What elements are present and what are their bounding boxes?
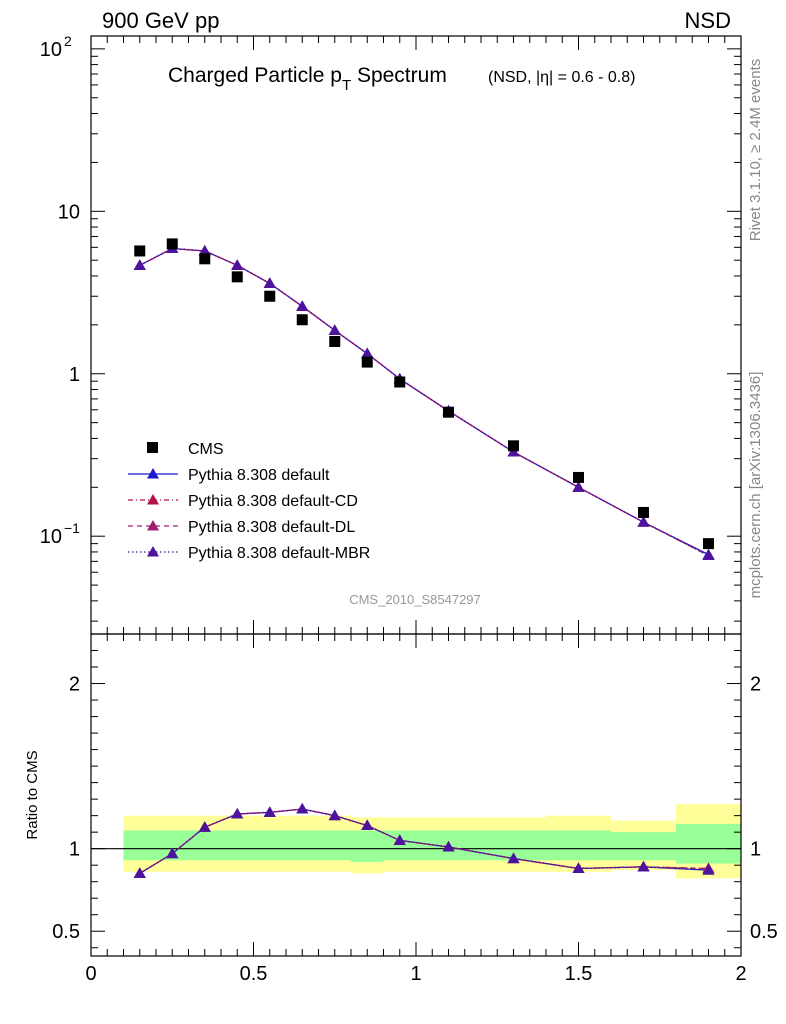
x-tick-label: 0.5	[240, 963, 268, 985]
main-title-text: Charged Particle p	[168, 64, 342, 87]
x-tick-label: 1.5	[565, 963, 593, 985]
legend: CMS Pythia 8.308 default Pythia 8.308 defa…	[128, 441, 370, 562]
ratio-band-inner	[318, 830, 351, 861]
series-point-4	[702, 549, 715, 561]
y-tick-label-exponent: −1	[64, 520, 80, 536]
data-point-cms	[199, 253, 211, 265]
series-point-4	[263, 277, 276, 288]
ratio-y-axis-label: Ratio to CMS	[24, 750, 41, 839]
main-title: Charged Particle pT Spectrum	[168, 64, 447, 94]
ratio-series-point-3	[702, 864, 715, 875]
legend-label-0: CMS	[188, 441, 224, 458]
legend-marker-2	[147, 494, 159, 505]
series-point-4	[198, 244, 211, 256]
main-title-subscript: T	[342, 77, 351, 94]
ratio-series-point-3	[296, 803, 309, 814]
analysis-watermark: CMS_2010_S8547297	[349, 592, 481, 607]
ratio-y-tick-label-left: 2	[69, 674, 80, 696]
side-label-rivet: Rivet 3.1.10, ≥ 2.4M events	[747, 59, 764, 242]
data-point-cms	[231, 271, 243, 283]
ratio-series-point-3	[328, 809, 341, 821]
legend-marker-1	[147, 468, 159, 479]
series-point-4	[328, 324, 341, 335]
ratio-series-point-3	[166, 847, 179, 859]
y-tick-label: 10	[40, 39, 62, 61]
data-point-cms	[703, 538, 714, 550]
legend-label-3: Pythia 8.308 default-DL	[188, 519, 355, 536]
data-point-cms	[394, 376, 406, 388]
ratio-series-point-3	[231, 807, 244, 819]
ratio-band-inner	[676, 823, 741, 864]
data-point-cms	[443, 406, 454, 418]
ratio-series-point-3	[133, 867, 146, 878]
ratio-tick-layer: 0.5 0.51 12 20 0.5 1 1.5 2	[52, 633, 778, 985]
y-tick-label: 1	[69, 364, 80, 386]
ratio-series-point-3	[442, 841, 455, 852]
data-point-cms	[508, 440, 519, 452]
series-point-4	[296, 300, 309, 311]
ratio-panel-frame	[90, 633, 742, 957]
ratio-series-point-3	[637, 860, 650, 872]
y-tick-label: 10	[40, 526, 62, 548]
x-tick-label: 2	[735, 963, 746, 985]
legend-label-2: Pythia 8.308 default-CD	[188, 493, 358, 510]
ratio-series-point-3	[393, 834, 406, 845]
ratio-series-line-3	[139, 808, 709, 874]
y-tick-label: 10	[58, 201, 80, 223]
series-line-4	[139, 247, 709, 557]
x-tick-label: 0	[85, 963, 96, 985]
data-point-cms	[166, 238, 178, 250]
ratio-y-tick-label-left: 0.5	[52, 921, 80, 943]
series-point-4	[361, 347, 374, 359]
y-tick-label-exponent: 2	[64, 33, 72, 49]
ratio-series-point-3	[263, 806, 276, 817]
main-title-text-2: Spectrum	[351, 64, 447, 87]
ratio-series-point-3	[198, 821, 211, 832]
series-point-4	[133, 259, 146, 270]
ratio-band-inner	[611, 832, 676, 861]
data-point-cms	[296, 314, 308, 326]
main-title-detail: (NSD, |η| = 0.6 - 0.8)	[488, 69, 635, 86]
data-point-cms	[573, 471, 584, 483]
ratio-band-inner	[253, 830, 286, 861]
ratio-band-inner	[351, 830, 384, 862]
series-point-4	[637, 516, 650, 527]
ratio-y-tick-label-right: 2	[750, 674, 761, 696]
x-tick-label: 1	[410, 963, 421, 985]
data-point-cms	[361, 356, 373, 368]
ratio-series-point-3	[361, 819, 374, 831]
ratio-band-inner	[286, 830, 319, 861]
series-point-4	[572, 481, 585, 492]
legend-label-1: Pythia 8.308 default	[188, 467, 330, 484]
ratio-y-tick-label-left: 1	[69, 839, 80, 861]
ratio-band-inner	[221, 830, 254, 861]
header-right-label: NSD	[685, 8, 731, 33]
ratio-series-point-3	[507, 852, 520, 864]
legend-marker-4	[147, 546, 159, 557]
data-point-cms	[329, 335, 341, 347]
legend-label-4: Pythia 8.308 default-MBR	[188, 545, 370, 562]
data-point-cms	[638, 506, 649, 518]
ratio-series-layer	[133, 803, 715, 878]
series-point-4	[231, 259, 244, 270]
ratio-band-inner	[188, 830, 221, 861]
ratio-y-tick-label-right: 0.5	[750, 921, 778, 943]
side-label-mcplots: mcplots.cern.ch [arXiv:1306.3436]	[747, 372, 764, 599]
data-point-cms	[134, 245, 146, 257]
ratio-panel: 0.5 0.51 12 20 0.5 1 1.5 2 Ratio to CMS	[24, 633, 778, 985]
main-series-layer	[133, 238, 715, 561]
ratio-y-tick-label-right: 1	[750, 839, 761, 861]
legend-marker-cms	[147, 442, 158, 453]
header-left-label: 900 GeV pp	[102, 8, 219, 33]
ratio-band-inner	[546, 830, 611, 861]
ratio-band-inner	[123, 830, 156, 861]
data-point-cms	[264, 290, 276, 302]
legend-marker-3	[147, 520, 159, 531]
ratio-series-point-3	[572, 862, 585, 873]
